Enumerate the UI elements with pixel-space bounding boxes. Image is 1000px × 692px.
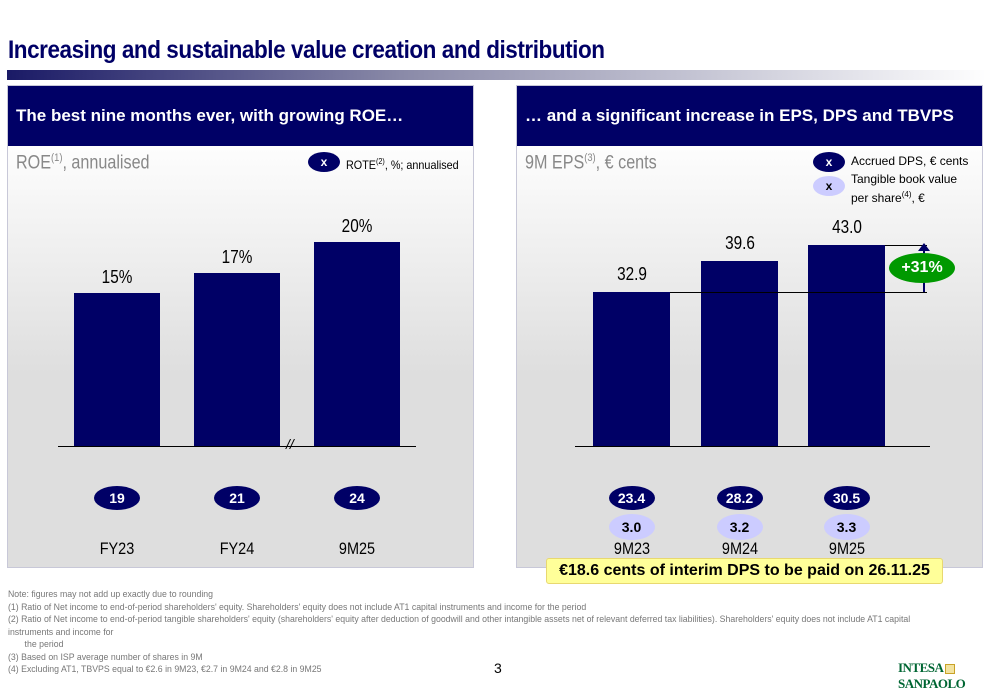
tbvps-oval: 3.0 [608, 514, 655, 540]
growth-badge: +31% [889, 253, 955, 284]
legend-dps-label: Accrued DPS, € cents [851, 154, 969, 168]
page-title: Increasing and sustainable value creatio… [8, 36, 605, 64]
rote-oval: 21 [214, 486, 260, 510]
tbvps-oval: 3.2 [716, 514, 763, 540]
footnote: the period [24, 639, 64, 650]
value-label: 43.0 [831, 216, 862, 237]
footnote: (2) Ratio of Net income to end-of-period… [8, 614, 911, 638]
dps-oval: 23.4 [608, 486, 655, 510]
page-number: 3 [494, 660, 502, 676]
eps-chart-title: 9M EPS(3), € cents [525, 152, 657, 174]
bar [314, 242, 400, 446]
title-gradient-rule [7, 70, 992, 80]
rote-oval: 24 [334, 486, 380, 510]
x-axis-line [58, 446, 416, 447]
footnote: (4) Excluding AT1, TBVPS equal to €2.6 i… [8, 664, 322, 675]
arrow-head-icon [918, 242, 930, 251]
x-tick-label: 9M23 [613, 539, 650, 558]
interim-dps-callout: €18.6 cents of interim DPS to be paid on… [546, 558, 943, 584]
value-label: 17% [221, 246, 253, 267]
reference-line [670, 292, 927, 294]
reference-line [885, 244, 927, 246]
legend-rote-symbol: x [308, 152, 340, 172]
legend-dps-symbol: x [813, 152, 845, 172]
footnote: (1) Ratio of Net income to end-of-period… [8, 601, 587, 613]
tbvps-oval: 3.3 [823, 514, 870, 540]
bar [808, 244, 885, 446]
value-label: 39.6 [724, 232, 755, 253]
x-tick-label: FY23 [99, 539, 135, 558]
bar [701, 260, 778, 446]
bar [593, 292, 670, 446]
footnote: (3) Based on ISP average number of share… [8, 651, 203, 663]
value-label: 20% [341, 216, 373, 236]
intesa-sanpaolo-logo: INTESA SANPAOLO [898, 660, 966, 691]
roe-panel: The best nine months ever, with growing … [7, 85, 474, 568]
legend-tbvps-symbol: x [813, 176, 845, 196]
bar [74, 293, 160, 446]
x-tick-label: FY24 [219, 539, 255, 558]
x-tick-label: 9M25 [828, 539, 865, 558]
legend-tbvps-label: Tangible book value per share(4), € [851, 172, 958, 205]
footnotes: Note: figures may not add up exactly due… [8, 589, 993, 677]
dps-oval: 28.2 [716, 486, 763, 510]
rote-oval: 19 [94, 486, 140, 510]
roe-panel-header: The best nine months ever, with growing … [8, 86, 473, 146]
footnote: Note: figures may not add up exactly due… [8, 589, 214, 600]
legend-rote-label: ROTE(2), %; annualised [346, 157, 459, 172]
bar [194, 272, 280, 446]
x-tick-label: 9M25 [338, 539, 376, 558]
axis-break-mark: // [286, 436, 294, 452]
eps-panel-header: … and a significant increase in EPS, DPS… [517, 86, 982, 146]
x-tick-label: 9M24 [721, 539, 758, 558]
x-axis-line [575, 446, 930, 447]
dps-oval: 30.5 [823, 486, 870, 510]
value-label: 15% [101, 267, 133, 287]
eps-panel: … and a significant increase in EPS, DPS… [516, 85, 983, 584]
value-label: 32.9 [616, 264, 647, 285]
roe-chart-title: ROE(1), annualised [16, 152, 150, 174]
